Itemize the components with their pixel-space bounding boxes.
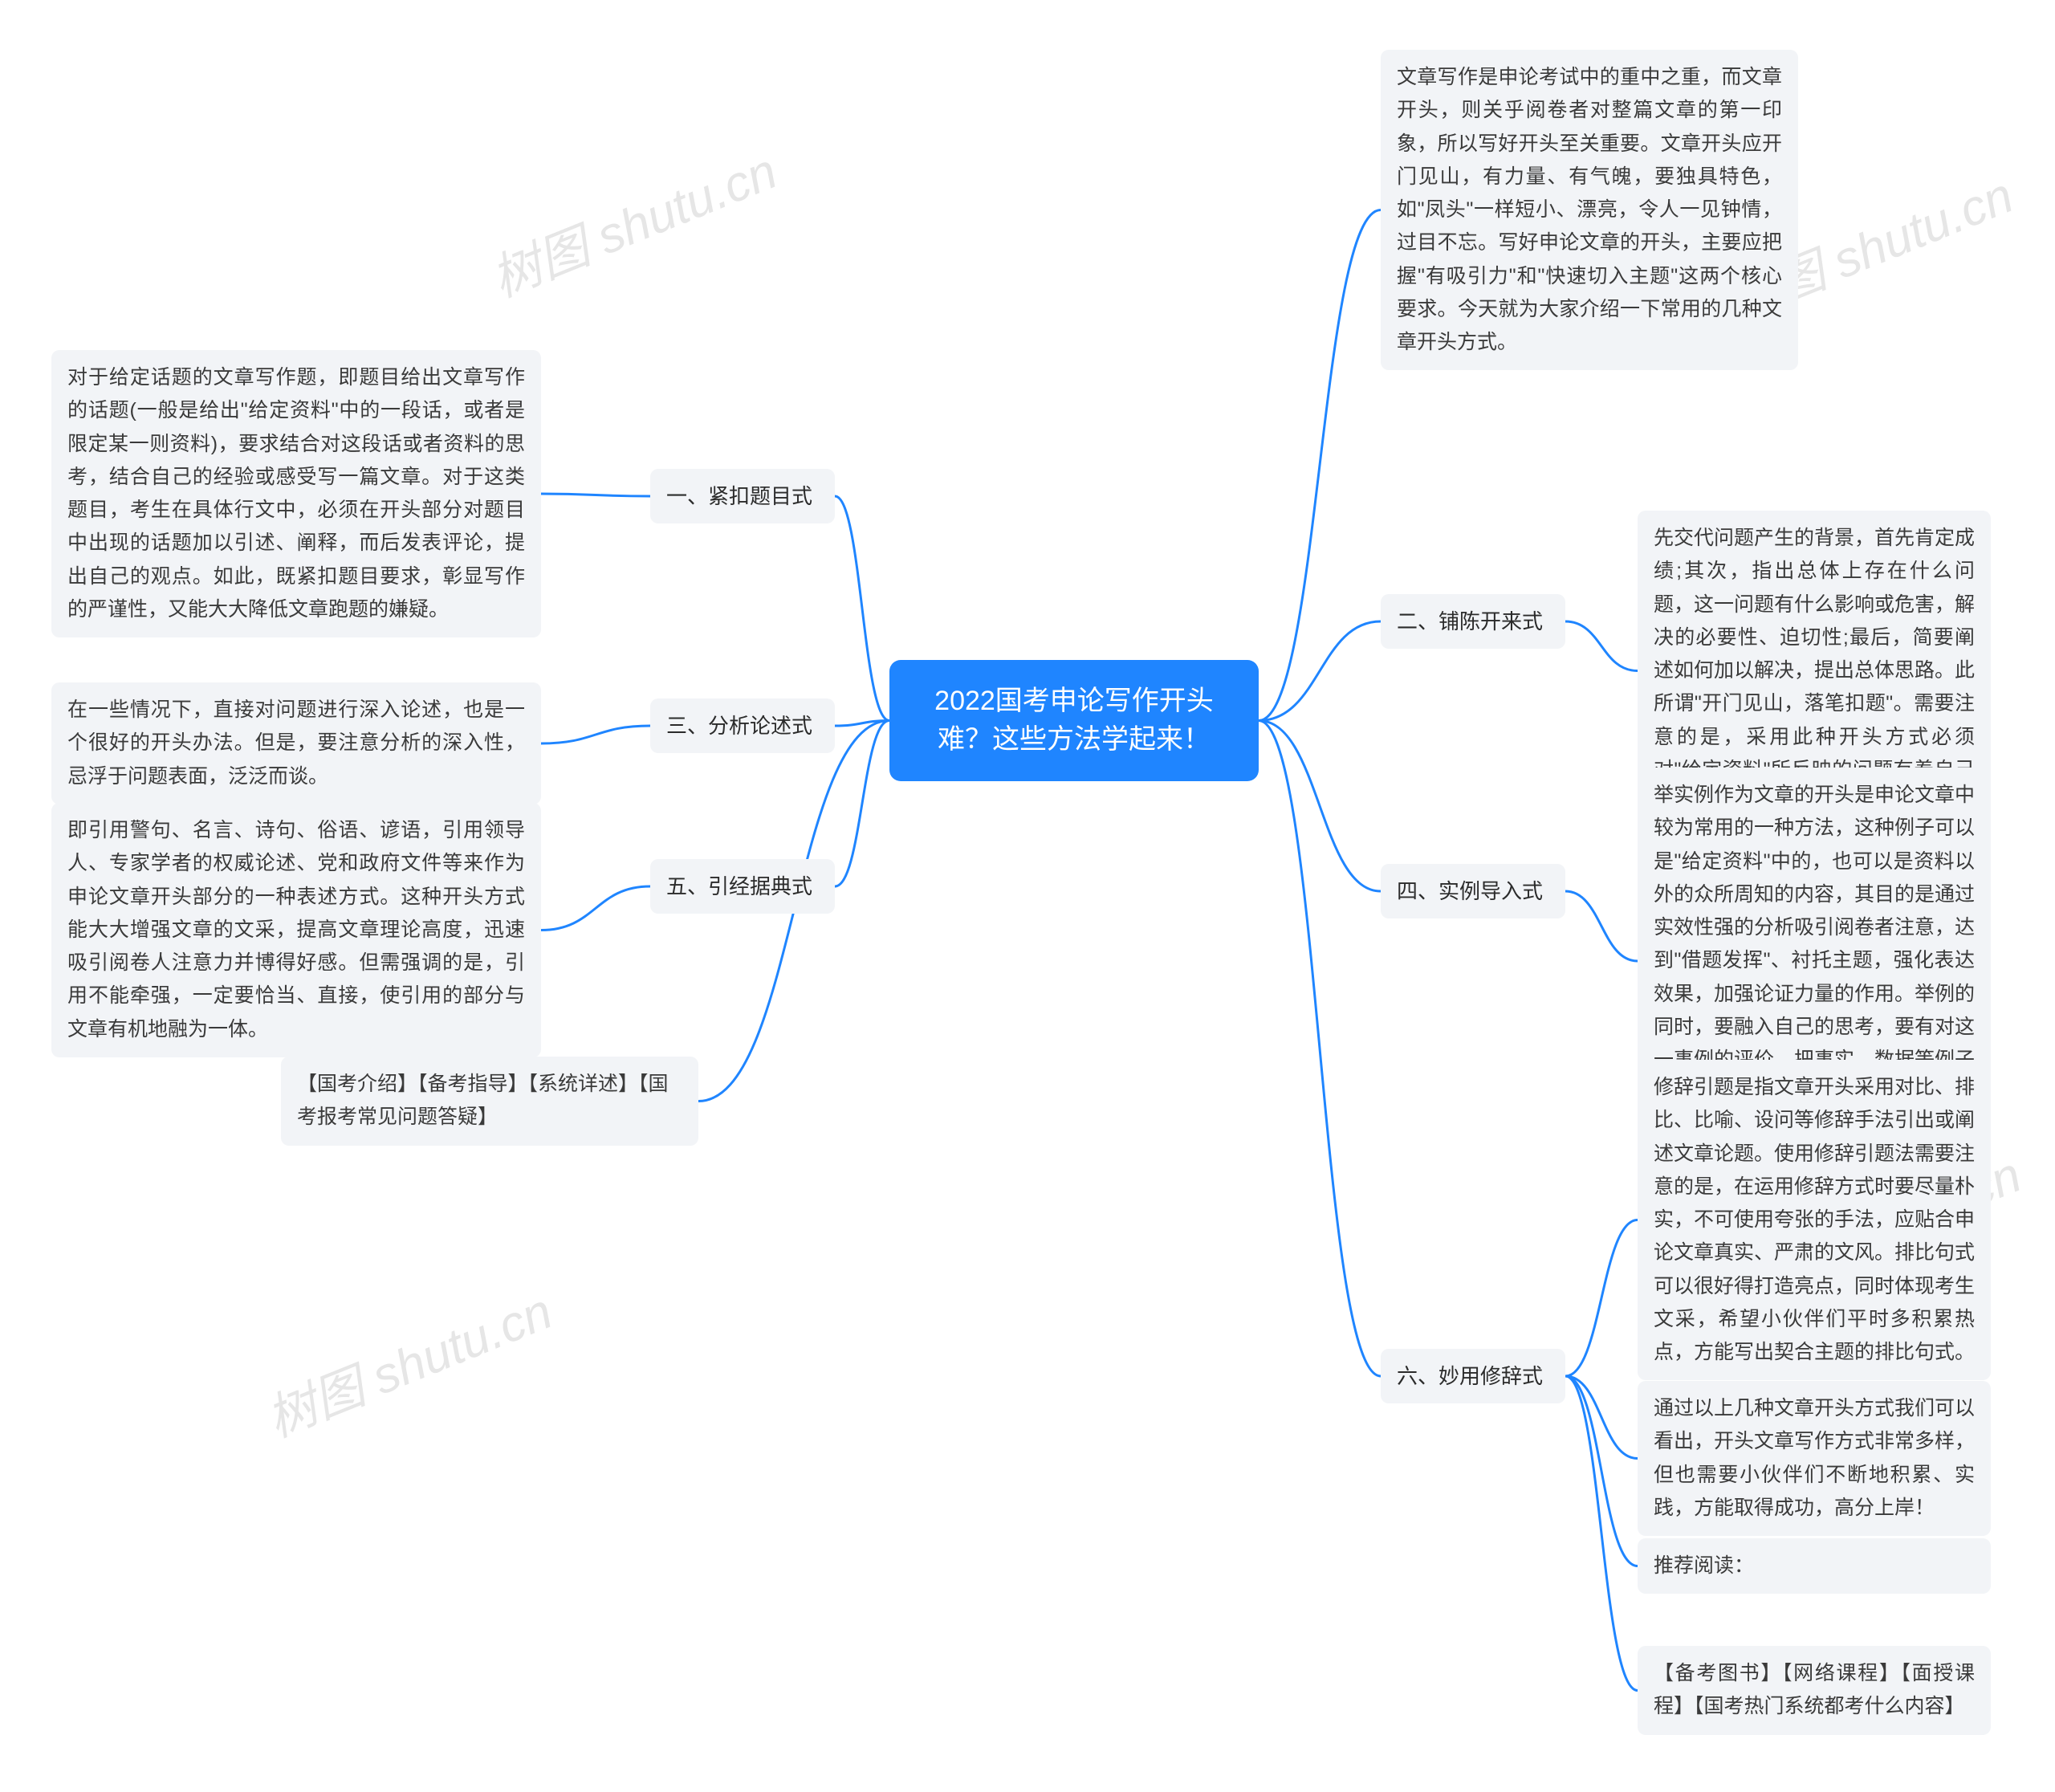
- branch-3-leaf: 在一些情况下，直接对问题进行深入论述，也是一个很好的开头办法。但是，要注意分析的…: [51, 682, 541, 804]
- branch-6-leaf-2: 通过以上几种文章开头方式我们可以看出，开头文章写作方式非常多样，但也需要小伙伴们…: [1638, 1381, 1991, 1536]
- branch-4[interactable]: 四、实例导入式: [1381, 864, 1565, 918]
- branch-6-leaf-1: 修辞引题是指文章开头采用对比、排比、比喻、设问等修辞手法引出或阐述文章论题。使用…: [1638, 1060, 1991, 1380]
- branch-1[interactable]: 一、紧扣题目式: [650, 469, 835, 523]
- watermark: 树图 shutu.cn: [479, 131, 786, 311]
- intro-leaf: 文章写作是申论考试中的重中之重，而文章开头，则关乎阅卷者对整篇文章的第一印象，所…: [1381, 50, 1798, 370]
- branch-1-leaf: 对于给定话题的文章写作题，即题目给出文章写作的话题(一般是给出"给定资料"中的一…: [51, 350, 541, 637]
- watermark: 树图 shutu.cn: [254, 1271, 561, 1451]
- branch-5[interactable]: 五、引经据典式: [650, 859, 835, 914]
- branch-2[interactable]: 二、铺陈开来式: [1381, 594, 1565, 649]
- mindmap-canvas: 树图 shutu.cn 树图 shutu.cn 树图 shutu.cn 树图 s…: [0, 0, 2055, 1792]
- branch-6-leaf-3: 推荐阅读：: [1638, 1538, 1991, 1594]
- center-node[interactable]: 2022国考申论写作开头难？这些方法学起来！: [889, 660, 1259, 781]
- branch-6-leaf-4: 【备考图书】【网络课程】【面授课程】【国考热门系统都考什么内容】: [1638, 1646, 1991, 1735]
- branch-5-leaf: 即引用警句、名言、诗句、俗语、谚语，引用领导人、专家学者的权威论述、党和政府文件…: [51, 803, 541, 1057]
- branch-6[interactable]: 六、妙用修辞式: [1381, 1349, 1565, 1403]
- footer-tags[interactable]: 【国考介绍】【备考指导】【系统详述】【国考报考常见问题答疑】: [281, 1057, 698, 1146]
- branch-3[interactable]: 三、分析论述式: [650, 698, 835, 753]
